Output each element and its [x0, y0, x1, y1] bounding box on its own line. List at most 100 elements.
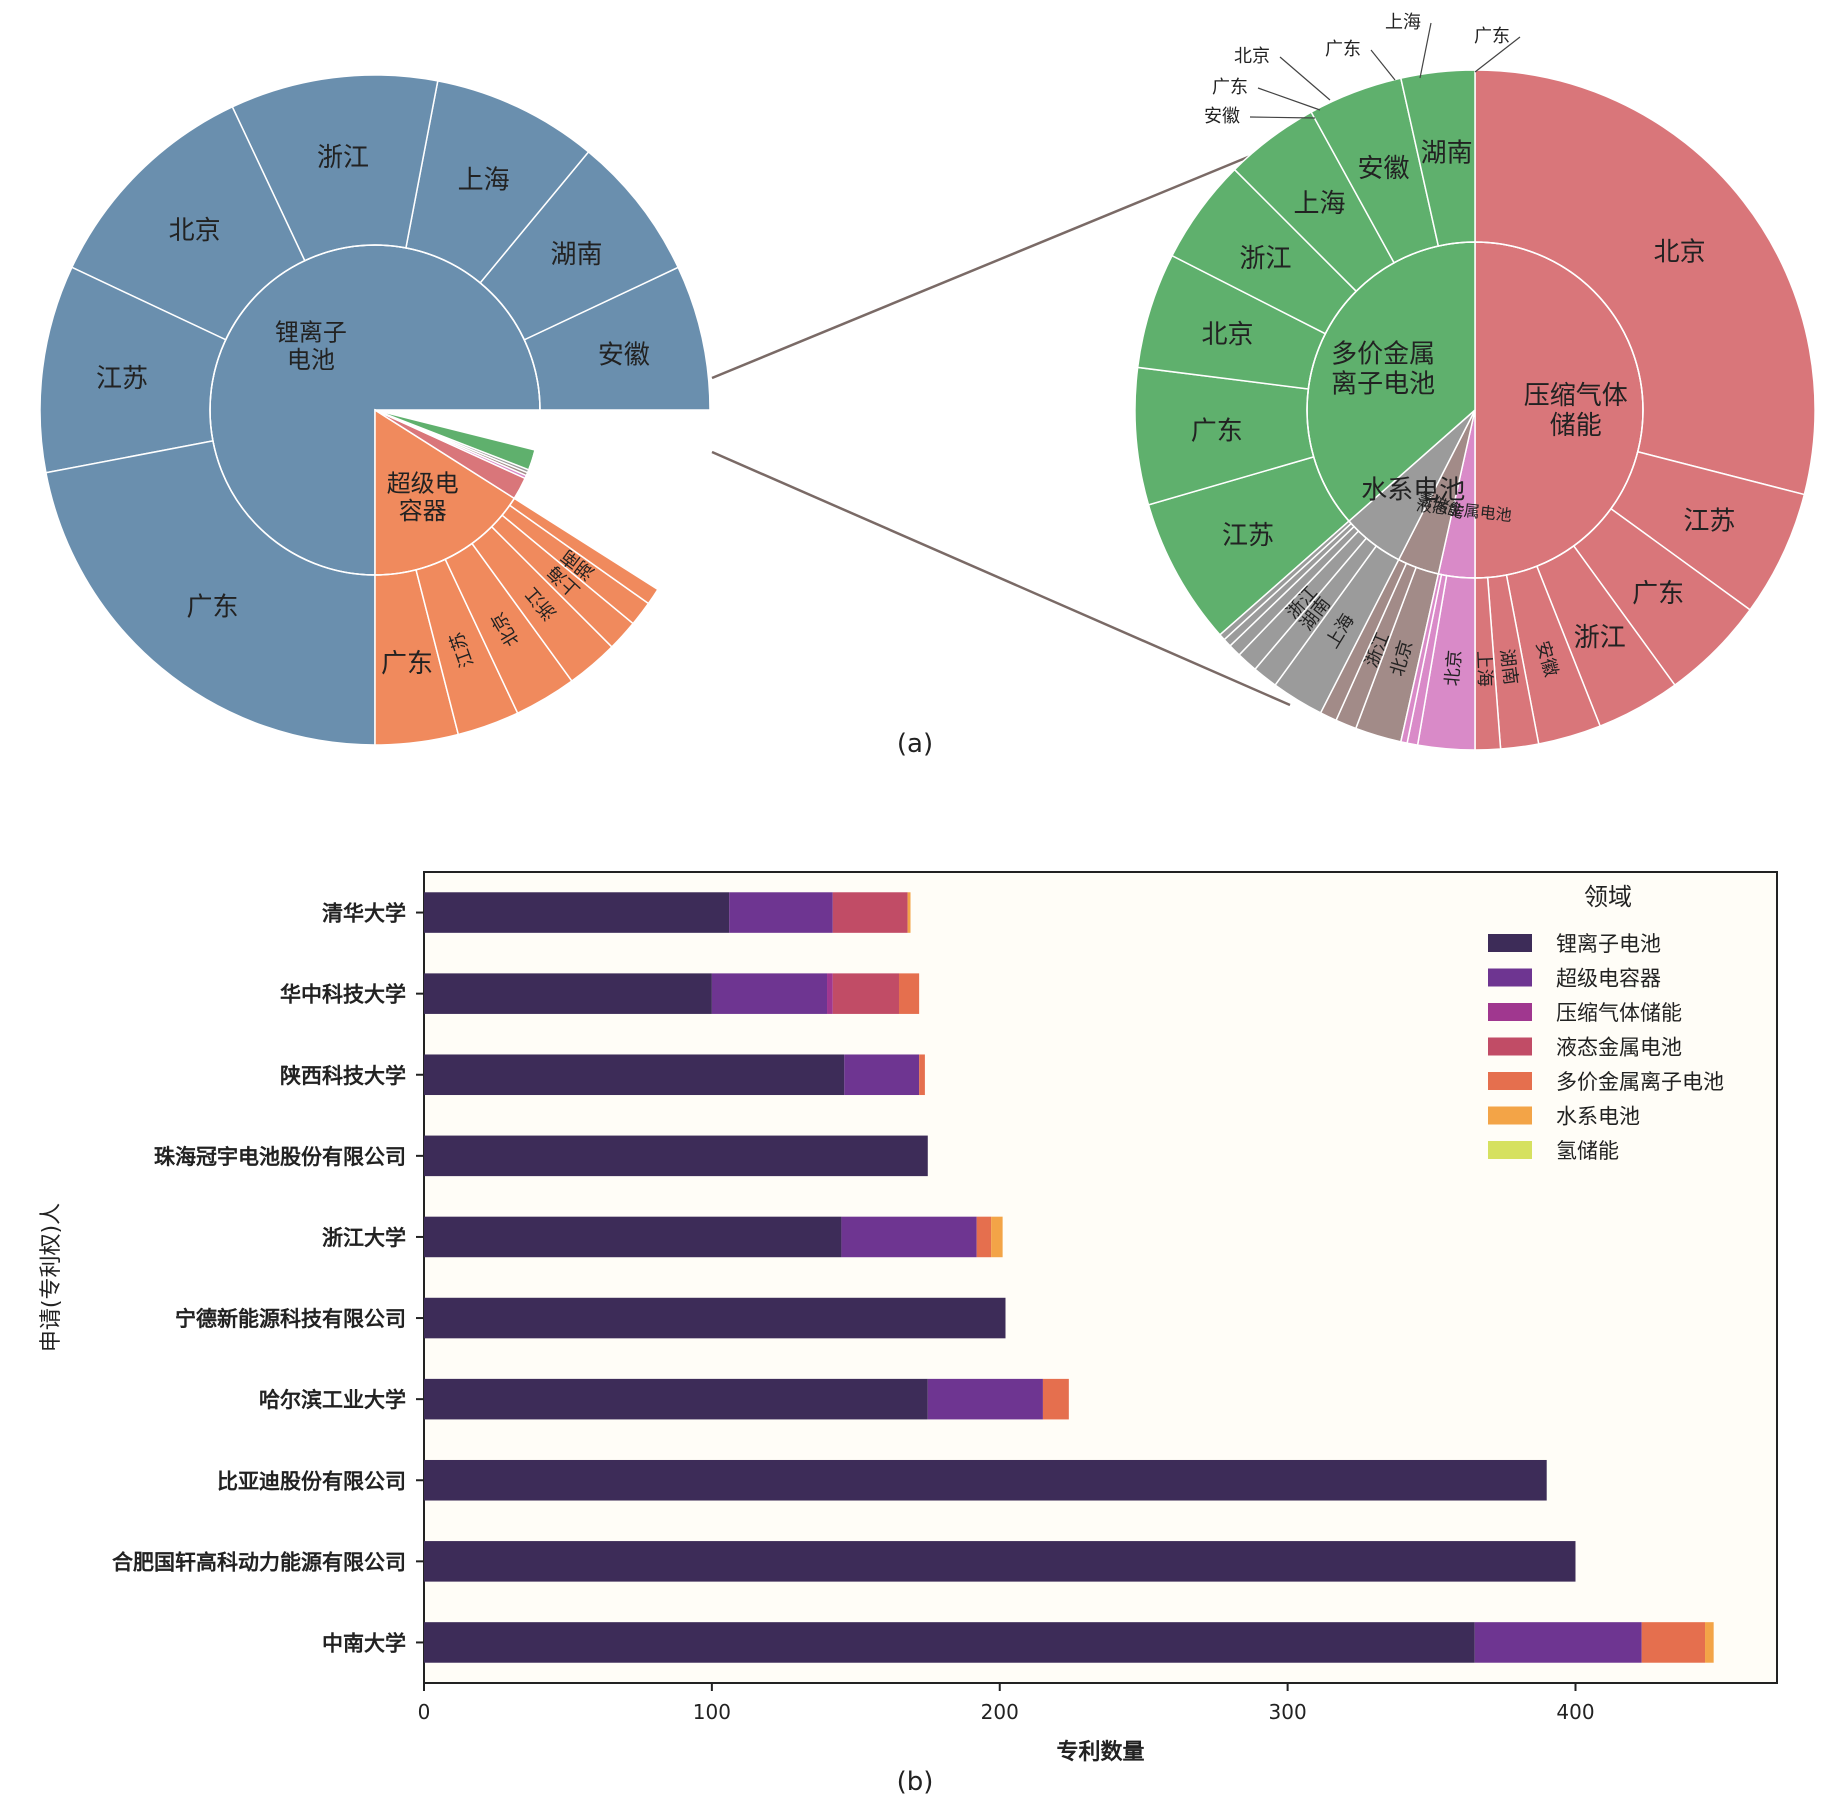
bar-segment — [832, 973, 899, 1014]
callout-leader — [1279, 56, 1331, 101]
legend-swatch — [1488, 1141, 1532, 1159]
y-tick-label: 比亚迪股份有限公司 — [217, 1469, 406, 1493]
y-tick-label: 珠海冠宇电池股份有限公司 — [154, 1145, 406, 1169]
inner-ring-outline — [209, 244, 541, 576]
legend-label: 多价金属离子电池 — [1556, 1070, 1724, 1094]
bar-segment — [424, 1216, 842, 1258]
bar-segment — [976, 1216, 992, 1258]
inner-label: 超级电容器 — [387, 469, 459, 525]
legend-swatch — [1488, 1106, 1532, 1125]
outer-label: 北京 — [1654, 237, 1706, 267]
callout-leader — [1257, 87, 1321, 111]
inner-label: 多价金属离子电池 — [1331, 340, 1435, 400]
inner-label: 压缩气体储能 — [1524, 381, 1628, 441]
y-tick-label: 宁德新能源科技有限公司 — [175, 1307, 406, 1331]
bar-segment — [424, 1622, 1475, 1663]
bar-segment — [919, 1054, 925, 1096]
outer-label: 湖南 — [550, 240, 602, 270]
bar-segment — [424, 1541, 1576, 1582]
bar-segment — [1042, 1378, 1069, 1420]
outer-label: 湖南 — [1496, 648, 1522, 686]
bar-segment — [907, 892, 911, 933]
callout-label: 上海 — [1385, 12, 1421, 33]
bar-segment — [832, 892, 908, 933]
bar-segment — [927, 1378, 1043, 1420]
bar-segment — [827, 973, 833, 1014]
legend-label: 液态金属电池 — [1556, 1036, 1682, 1060]
caption-a: (a) — [897, 729, 933, 759]
outer-label: 湖南 — [1421, 139, 1473, 169]
legend-swatch — [1488, 1072, 1532, 1090]
y-tick-label: 清华大学 — [322, 902, 406, 926]
inner-ring-outline — [1306, 241, 1644, 579]
x-axis-label: 专利数量 — [1056, 1739, 1144, 1765]
outer-label: 北京 — [1201, 320, 1253, 350]
bar-segment — [844, 1054, 920, 1096]
outer-label: 北京 — [1442, 649, 1466, 687]
callout-label: 广东 — [1325, 39, 1361, 60]
outer-label: 安徽 — [598, 340, 650, 370]
bar-segment — [424, 1297, 1006, 1339]
bar-segment — [1641, 1622, 1706, 1663]
zoom-line-top — [711, 148, 1266, 380]
inner-label: 水系电池 — [1361, 476, 1465, 506]
outer-label: 江苏 — [1683, 506, 1735, 536]
legend-title: 领域 — [1584, 883, 1632, 911]
caption-b: (b) — [897, 1767, 934, 1797]
y-axis-label: 申请(专利权)人 — [39, 1203, 64, 1352]
legend-label: 氢储能 — [1556, 1139, 1619, 1163]
bar-segment — [424, 1378, 928, 1420]
x-tick-label: 300 — [1269, 1700, 1307, 1724]
outer-label: 上海 — [1473, 650, 1495, 687]
bar-segment — [424, 1054, 845, 1096]
legend-swatch — [1488, 1003, 1532, 1021]
bar-segment — [991, 1216, 1003, 1258]
outer-label: 上海 — [458, 165, 510, 195]
bar-segment — [424, 1135, 928, 1177]
y-tick-label: 华中科技大学 — [280, 983, 406, 1007]
outer-label: 安徽 — [1357, 154, 1409, 184]
callout-label: 北京 — [1234, 46, 1270, 67]
inner-label: 锂离子电池 — [275, 318, 347, 374]
legend-swatch — [1488, 968, 1532, 987]
bar-segment — [424, 1459, 1547, 1501]
outer-label: 广东 — [186, 593, 238, 623]
zoom-line-bottom — [711, 450, 1291, 707]
callout-label: 广东 — [1474, 26, 1510, 47]
x-tick-label: 200 — [981, 1700, 1019, 1724]
callout-leader — [1474, 36, 1521, 73]
outer-label: 北京 — [169, 216, 221, 246]
outer-label: 江苏 — [96, 364, 148, 394]
callout-leader — [1419, 22, 1432, 79]
callout-leader — [1370, 49, 1396, 81]
legend-label: 超级电容器 — [1556, 967, 1661, 991]
bar-segment — [1474, 1622, 1642, 1663]
legend-label: 水系电池 — [1556, 1105, 1640, 1129]
bar-segment — [841, 1216, 977, 1258]
outer-label: 广东 — [1632, 579, 1684, 609]
x-tick-label: 400 — [1556, 1700, 1594, 1724]
y-tick-label: 浙江大学 — [322, 1226, 406, 1250]
zoom-connector-lines — [711, 148, 1291, 707]
callout-label: 广东 — [1212, 77, 1248, 98]
bar-segment — [1705, 1622, 1714, 1663]
outer-label: 江苏 — [1222, 521, 1274, 551]
legend-swatch — [1488, 1037, 1532, 1056]
bar-segment — [898, 973, 920, 1014]
outer-label: 上海 — [1293, 189, 1345, 219]
bar-segment — [729, 892, 833, 933]
x-tick-label: 100 — [693, 1700, 731, 1724]
outer-label: 广东 — [1191, 416, 1243, 446]
y-tick-label: 中南大学 — [322, 1631, 406, 1655]
legend-label: 锂离子电池 — [1556, 932, 1661, 956]
bar-segment — [424, 892, 730, 933]
legend-swatch — [1488, 934, 1532, 952]
outer-label: 浙江 — [317, 143, 369, 173]
outer-label: 浙江 — [1574, 623, 1626, 653]
legend-label: 压缩气体储能 — [1556, 1001, 1682, 1025]
callout-leader — [1249, 116, 1316, 119]
outer-label: 广东 — [381, 649, 433, 679]
